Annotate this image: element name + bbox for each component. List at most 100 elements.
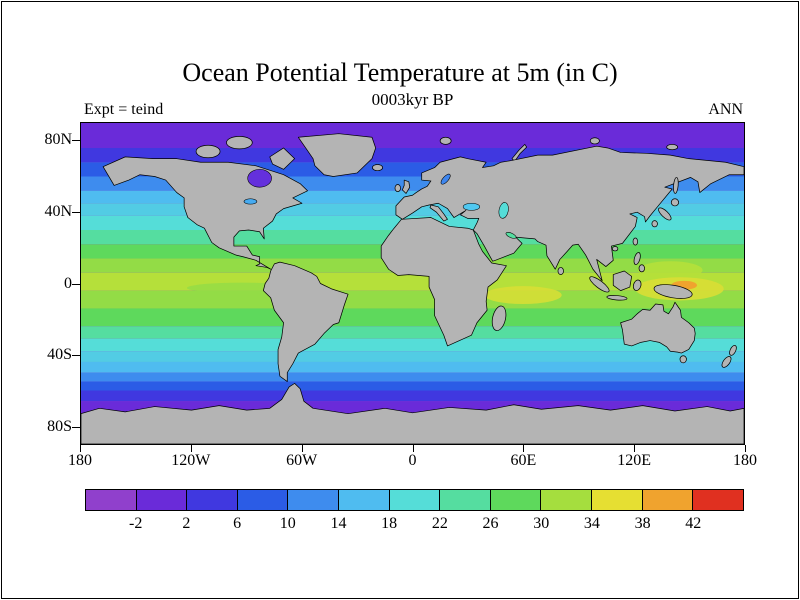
island-ellesmere: [226, 136, 253, 150]
island-madagascar: [491, 305, 507, 331]
inland-seas: [243, 169, 517, 239]
lon-tick-label: 60E: [510, 452, 537, 469]
lon-tick-mark: [634, 445, 636, 452]
continent-eurasia: [395, 145, 744, 282]
black-sea: [462, 202, 480, 211]
lat-tick-label: 40N: [44, 202, 72, 220]
colorbar-cell: [339, 490, 390, 510]
colorbar-cell: [288, 490, 340, 510]
colorbar-tick-label: 26: [482, 515, 499, 532]
colorbar-cell: [440, 490, 491, 510]
island-svalbard: [439, 136, 452, 145]
island-hokkaido: [670, 198, 679, 207]
hudson-bay: [247, 169, 272, 188]
season-label: ANN: [708, 101, 743, 118]
colorbar-tick-label: 42: [685, 515, 702, 532]
colorbar: [85, 489, 744, 511]
lat-tick-mark: [72, 211, 80, 213]
island-java: [606, 295, 628, 301]
colorbar-tick-label: 34: [583, 515, 600, 532]
island-ireland: [394, 184, 401, 193]
colorbar-cell: [693, 490, 743, 510]
west-pacific-warm-band: [638, 261, 703, 280]
lat-tick-mark: [72, 355, 80, 357]
lon-tick-label: 180: [68, 452, 92, 469]
lon-tick-mark: [301, 445, 303, 452]
colorbar-tick-label: 10: [279, 515, 296, 532]
colorbar-cell: [541, 490, 593, 510]
lon-tick-mark: [80, 445, 81, 452]
island-sumatra: [589, 276, 610, 293]
chart-title: Ocean Potential Temperature at 5m (in C): [182, 58, 618, 87]
island-tasmania: [679, 355, 687, 364]
colorbar-cell: [389, 490, 441, 510]
experiment-label: Expt = teind: [84, 101, 164, 118]
baltic-sea: [440, 173, 451, 185]
colorbar-tick-label: 18: [381, 515, 398, 532]
lon-tick-mark: [190, 445, 192, 452]
island-severnaya-zemlya: [589, 137, 600, 145]
colorbar-cell: [490, 490, 542, 510]
lon-tick-label: 120W: [171, 452, 211, 469]
island-new-zealand-north: [729, 345, 737, 356]
island-honshu: [658, 207, 672, 221]
colorbar-tick-label: 30: [533, 515, 550, 532]
colorbar-cell: [86, 490, 137, 510]
continent-greenland: [297, 133, 377, 177]
caspian-sea: [498, 202, 509, 219]
lon-tick-label: 120E: [617, 452, 652, 469]
island-iceland: [372, 164, 383, 172]
lat-tick-label: 80S: [47, 418, 72, 436]
island-sri-lanka: [557, 267, 564, 275]
island-victoria: [195, 144, 221, 159]
lon-tick-label: 0: [408, 452, 417, 469]
island-taiwan: [632, 237, 639, 246]
lat-tick-mark: [72, 427, 80, 429]
island-great-britain: [402, 179, 411, 194]
colorbar-tick-label: 6: [233, 515, 242, 532]
lon-tick-mark: [412, 445, 414, 452]
island-kyushu: [651, 220, 658, 228]
continent-africa: [380, 217, 507, 347]
lon-tick-mark: [745, 445, 746, 452]
colorbar-cell: [187, 490, 238, 510]
great-lakes: [243, 198, 258, 205]
map-svg: [81, 123, 744, 444]
island-sakhalin: [673, 177, 679, 194]
lat-tick-mark: [72, 283, 80, 285]
indian-ocean-warm-pool: [484, 286, 562, 305]
island-sulawesi: [632, 279, 642, 291]
island-new-siberian: [666, 144, 679, 151]
world-temperature-map: [80, 122, 745, 445]
island-new-guinea: [653, 284, 693, 299]
continent-antarctica: [81, 383, 744, 444]
island-borneo: [612, 270, 633, 291]
colorbar-cell: [136, 490, 188, 510]
lat-tick-mark: [72, 139, 80, 141]
island-philippines-south: [638, 264, 645, 273]
colorbar-cell: [642, 490, 694, 510]
lat-tick-label: 40S: [47, 346, 72, 364]
lat-tick-label: 0: [64, 274, 72, 292]
colorbar-tick-label: 14: [330, 515, 347, 532]
chart-subtitle: 0003kyr BP: [371, 90, 454, 109]
peninsula-italy: [429, 204, 448, 222]
colorbar-tick-label: -2: [129, 515, 143, 532]
colorbar-tick-label: 38: [634, 515, 651, 532]
colorbar-tick-label: 2: [182, 515, 191, 532]
continent-south-america: [262, 261, 349, 382]
colorbar-cell: [592, 490, 643, 510]
colorbar-tick-label: 22: [431, 515, 448, 532]
persian-gulf: [505, 232, 517, 239]
colorbar-cell: [237, 490, 289, 510]
lon-tick-label: 60W: [286, 452, 318, 469]
lat-tick-label: 80N: [44, 130, 72, 148]
island-baffin: [269, 147, 296, 170]
island-philippines-north: [633, 252, 641, 265]
island-hainan: [611, 246, 619, 252]
island-new-zealand-south: [721, 356, 732, 368]
continent-australia: [620, 301, 696, 354]
lon-tick-label: 180: [733, 452, 757, 469]
lon-tick-mark: [523, 445, 525, 452]
